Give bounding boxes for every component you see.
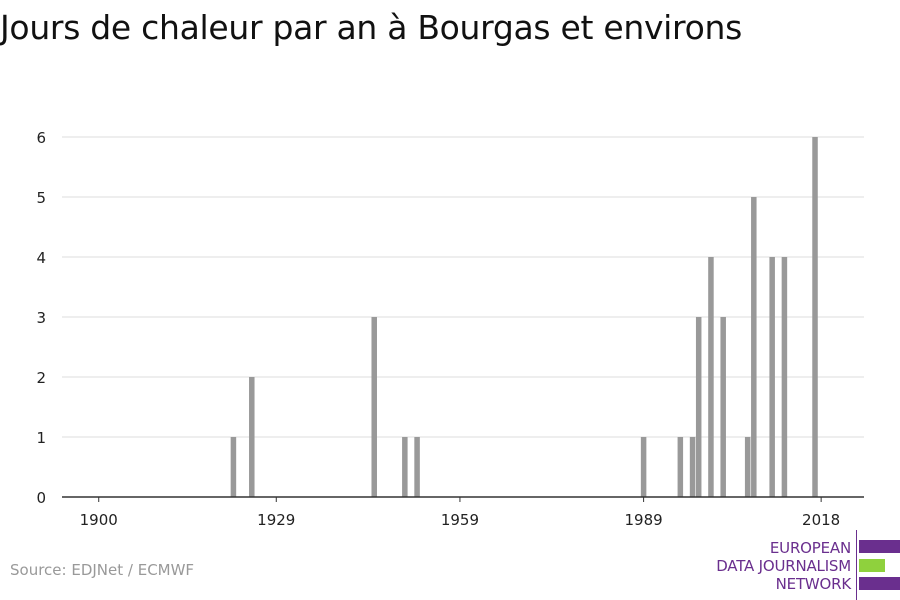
bar bbox=[230, 437, 237, 497]
bar bbox=[744, 437, 751, 497]
logo-bar-middle bbox=[859, 559, 885, 572]
bar bbox=[402, 437, 408, 497]
x-tick-label: 2018 bbox=[802, 511, 840, 529]
logo-bar-bottom bbox=[859, 577, 900, 590]
logo-text-line-3: NETWORK bbox=[775, 575, 852, 593]
logo-divider bbox=[856, 530, 857, 600]
bar bbox=[695, 317, 702, 497]
y-tick-label: 3 bbox=[36, 309, 46, 327]
bar bbox=[677, 437, 684, 497]
y-axis-ticks: 0 1 2 3 4 5 6 bbox=[36, 129, 46, 507]
edjnet-logo: EUROPEAN DATA JOURNALISM NETWORK bbox=[640, 530, 900, 600]
logo-bar-top bbox=[859, 540, 900, 553]
gridlines bbox=[62, 136, 864, 438]
logo-text-line-1: EUROPEAN bbox=[769, 539, 851, 557]
x-tick-label: 1959 bbox=[441, 511, 479, 529]
bar bbox=[640, 437, 647, 497]
y-tick-label: 2 bbox=[36, 369, 46, 387]
y-tick-label: 1 bbox=[36, 429, 46, 447]
source-note: Source: EDJNet / ECMWF bbox=[10, 561, 195, 579]
bar bbox=[769, 257, 775, 497]
y-tick-label: 6 bbox=[36, 129, 46, 147]
logo-text-line-2: DATA JOURNALISM bbox=[716, 557, 851, 575]
bar bbox=[781, 257, 788, 497]
bar bbox=[751, 197, 757, 497]
bar bbox=[720, 317, 726, 497]
x-axis-ticks: 1900 1929 1959 1989 2018 bbox=[80, 497, 840, 529]
chart-title: Jours de chaleur par an à Bourgas et env… bbox=[0, 8, 742, 47]
y-tick-label: 5 bbox=[36, 189, 46, 207]
bar bbox=[371, 317, 377, 497]
bar bbox=[414, 437, 420, 497]
x-tick-label: 1989 bbox=[625, 511, 663, 529]
y-tick-label: 0 bbox=[36, 489, 46, 507]
bar bbox=[812, 137, 818, 497]
x-tick-label: 1929 bbox=[257, 511, 295, 529]
bars bbox=[230, 137, 818, 497]
y-tick-label: 4 bbox=[36, 249, 46, 267]
bar bbox=[689, 437, 696, 497]
x-tick-label: 1900 bbox=[80, 511, 118, 529]
bar bbox=[249, 377, 255, 497]
bar bbox=[708, 257, 714, 497]
